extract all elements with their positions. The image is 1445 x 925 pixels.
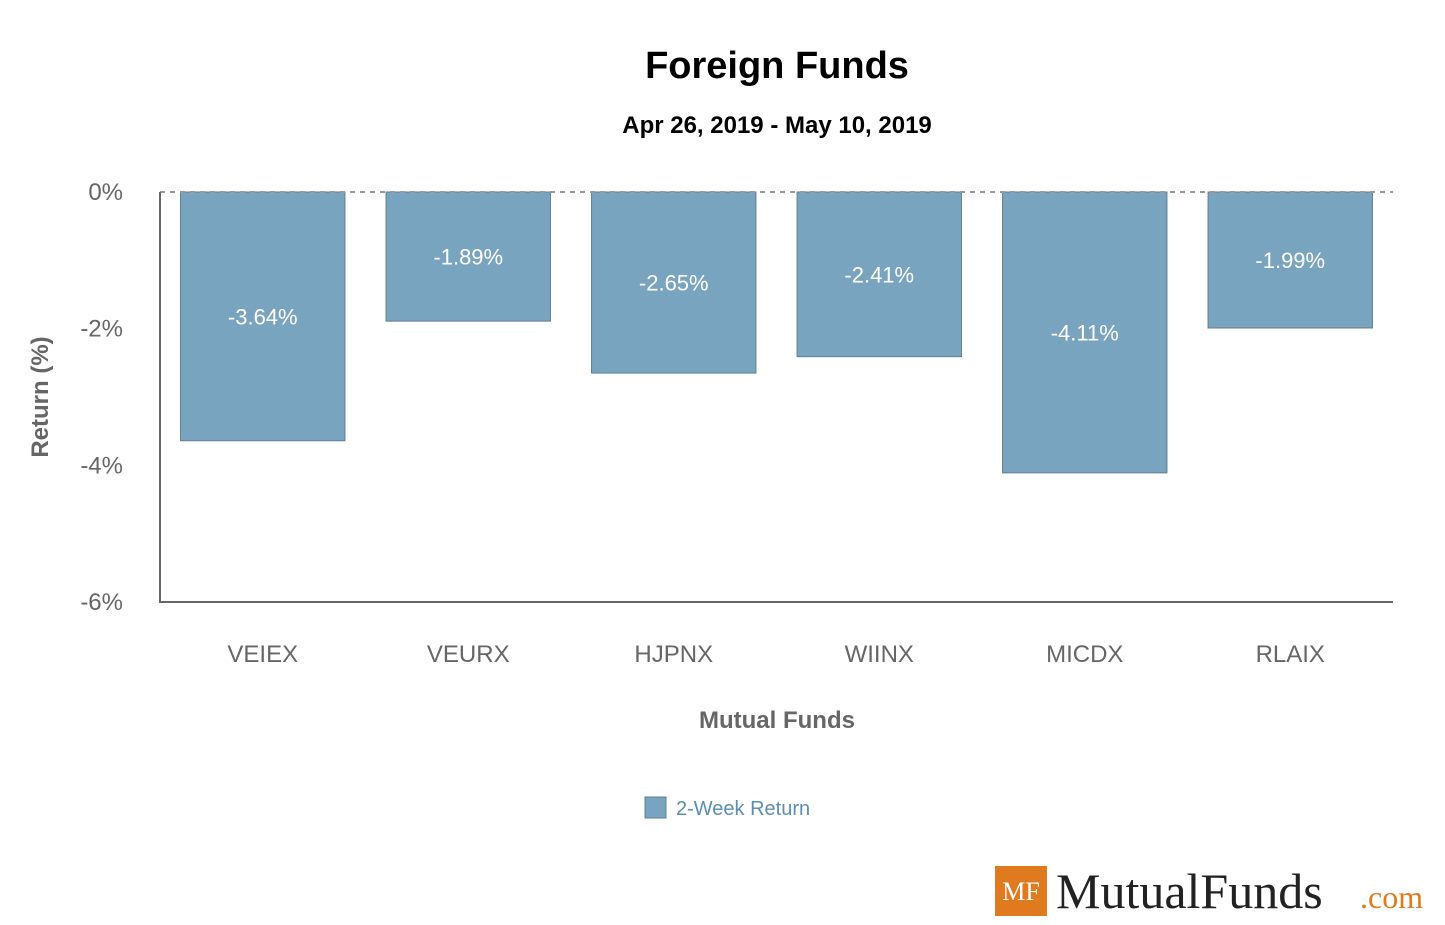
- y-tick-label: -6%: [80, 589, 123, 616]
- legend: 2-Week Return: [644, 796, 810, 820]
- data-labels: -3.64% -1.89% -2.65% -2.41% -4.11% -1.99%: [228, 245, 1325, 346]
- x-tick-label: RLAIX: [1256, 641, 1325, 668]
- x-tick-label: HJPNX: [634, 641, 713, 668]
- y-tick-label: 0%: [88, 179, 123, 206]
- x-tick-label: VEURX: [427, 641, 510, 668]
- bar: [1002, 191, 1168, 474]
- bar: [180, 191, 346, 442]
- x-axis-title: Mutual Funds: [699, 707, 855, 734]
- chart-subtitle: Apr 26, 2019 - May 10, 2019: [622, 112, 932, 139]
- data-label: -1.89%: [433, 245, 503, 270]
- data-label: -2.65%: [639, 271, 709, 296]
- bar: [796, 191, 962, 358]
- x-tick-label: WIINX: [845, 641, 914, 668]
- y-tick-label: -2%: [80, 316, 123, 343]
- y-axis-title: Return (%): [27, 336, 54, 457]
- logo-name: MutualFunds: [1056, 863, 1323, 919]
- logo-badge: [995, 866, 1047, 916]
- data-label: -4.11%: [1051, 320, 1119, 345]
- chart-title: Foreign Funds: [645, 45, 909, 87]
- logo-suffix: .com: [1360, 879, 1423, 915]
- bar: [1207, 191, 1373, 329]
- y-tick-label: -4%: [80, 452, 123, 479]
- bars: [180, 191, 1373, 474]
- data-label: -1.99%: [1255, 248, 1325, 273]
- y-axis-ticks: 0% -2% -4% -6%: [80, 179, 123, 616]
- bar: [385, 191, 551, 322]
- mutualfunds-logo: MF MutualFunds .com: [995, 863, 1423, 919]
- data-label: -3.64%: [228, 304, 298, 329]
- legend-swatch: [644, 796, 667, 819]
- data-label: -2.41%: [844, 262, 914, 287]
- x-tick-label: MICDX: [1046, 641, 1123, 668]
- legend-label: 2-Week Return: [676, 798, 810, 820]
- x-tick-label: VEIEX: [227, 641, 298, 668]
- logo-badge-text: MF: [1002, 877, 1040, 906]
- x-axis-ticks: VEIEX VEURX HJPNX WIINX MICDX RLAIX: [227, 641, 1325, 668]
